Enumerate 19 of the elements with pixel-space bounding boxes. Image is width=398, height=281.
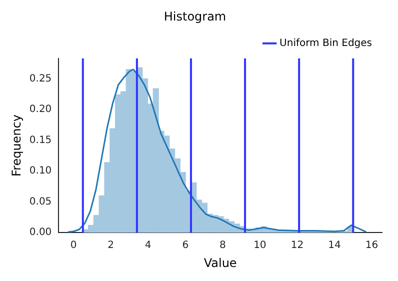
x-axis-title: Value (204, 256, 237, 270)
y-tick-label: 0.00 (29, 227, 52, 238)
x-tick-label: 10 (254, 240, 266, 252)
chart-title: Histogram (164, 9, 226, 24)
y-tick-label: 0.25 (29, 73, 52, 84)
y-tick-label: 0.15 (29, 134, 52, 146)
x-tick-label: 2 (108, 240, 114, 252)
x-tick-label: 0 (70, 240, 77, 252)
x-tick-label: 4 (144, 240, 152, 252)
x-tick-label: 14 (328, 240, 341, 252)
legend-label: Uniform Bin Edges (280, 38, 372, 49)
y-tick-label: 0.05 (29, 196, 52, 208)
y-axis-title: Frequency (9, 114, 24, 176)
y-tick-label: 0.20 (29, 104, 52, 116)
x-tick-label: 6 (182, 240, 189, 252)
x-tick-label: 16 (365, 240, 378, 252)
x-tick-label: 12 (290, 240, 304, 252)
x-tick-label: 8 (219, 240, 226, 252)
y-tick-label: 0.10 (29, 166, 52, 177)
